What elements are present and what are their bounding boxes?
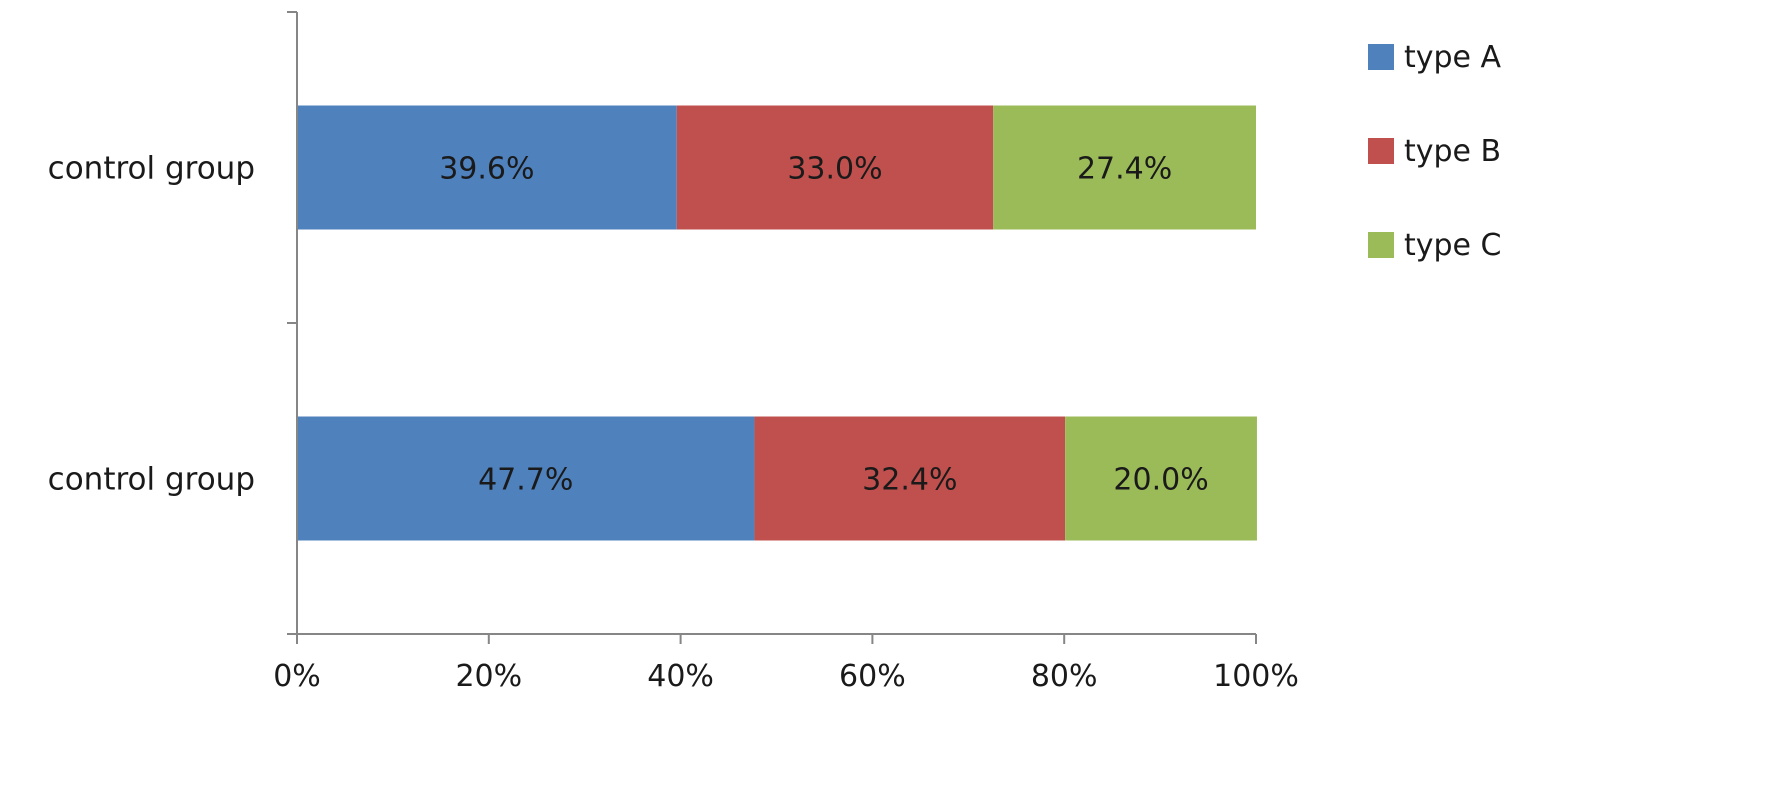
bar-segment-type-a-2 (297, 416, 755, 541)
x-tick-label: 20% (455, 659, 522, 694)
bar-segment-type-b-2 (754, 416, 1066, 541)
x-tick-label: 80% (1031, 659, 1098, 694)
x-tick-label: 0% (273, 659, 321, 694)
data-label: 33.0% (787, 152, 882, 187)
legend-swatch-type-a (1368, 44, 1394, 70)
x-tick-label: 60% (839, 659, 906, 694)
bar-segment-type-c-1 (993, 105, 1256, 230)
legend-swatch-type-c (1368, 232, 1394, 258)
data-label: 47.7% (478, 463, 573, 498)
labels-layer: 39.6% 33.0% 27.4% control group 47.7% 32.4% 20… (48, 151, 1209, 498)
x-tick-label: 100% (1213, 659, 1299, 694)
legend: type A type B type C (1368, 40, 1502, 263)
data-label: 32.4% (862, 463, 957, 498)
legend-label: type C (1404, 228, 1502, 263)
data-label: 20.0% (1113, 463, 1208, 498)
bar-segment-type-c-2 (1065, 416, 1257, 541)
category-label: control group (48, 462, 255, 498)
legend-label: type B (1404, 134, 1501, 169)
legend-label: type A (1404, 40, 1502, 75)
data-label: 27.4% (1077, 152, 1172, 187)
bars-layer (297, 105, 1257, 541)
legend-swatch-type-b (1368, 138, 1394, 164)
axes-layer: 0% 20% 40% 60% 80% 100% (273, 11, 1299, 694)
bar-segment-type-b-1 (676, 105, 994, 230)
data-label: 39.6% (439, 152, 534, 187)
bar-segment-type-a-1 (297, 105, 677, 230)
category-label: control group (48, 151, 255, 187)
x-tick-label: 40% (647, 659, 714, 694)
